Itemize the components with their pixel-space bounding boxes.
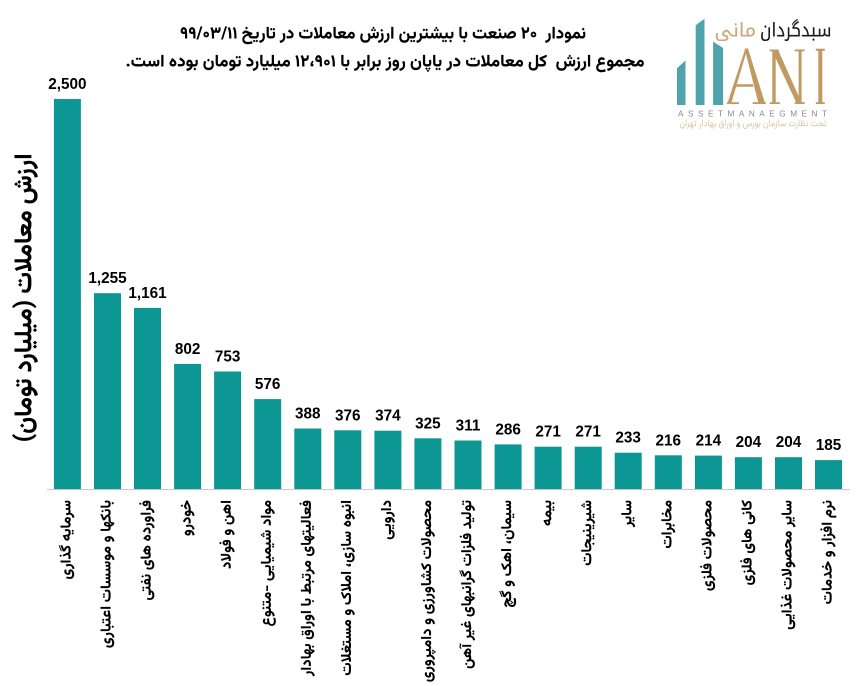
svg-text:325: 325 bbox=[415, 415, 441, 432]
svg-text:388: 388 bbox=[295, 406, 321, 423]
svg-text:233: 233 bbox=[615, 430, 641, 447]
svg-text:271: 271 bbox=[575, 424, 601, 441]
svg-text:216: 216 bbox=[656, 432, 682, 449]
svg-text:185: 185 bbox=[816, 437, 842, 454]
svg-text:271: 271 bbox=[535, 424, 561, 441]
svg-text:576: 576 bbox=[255, 376, 281, 393]
svg-text:802: 802 bbox=[175, 341, 201, 358]
svg-text:204: 204 bbox=[776, 434, 802, 451]
svg-text:1,255: 1,255 bbox=[88, 270, 127, 287]
svg-text:ASSETMANAEGMENT: ASSETMANAEGMENT bbox=[678, 109, 827, 118]
svg-text:311: 311 bbox=[456, 418, 481, 435]
svg-text:214: 214 bbox=[696, 433, 722, 450]
svg-text:753: 753 bbox=[215, 349, 241, 366]
svg-text:286: 286 bbox=[495, 421, 521, 438]
svg-text:1,161: 1,161 bbox=[128, 285, 167, 302]
svg-text:376: 376 bbox=[335, 407, 361, 424]
svg-text:2,500: 2,500 bbox=[48, 76, 86, 93]
svg-text:374: 374 bbox=[375, 408, 401, 425]
svg-text:204: 204 bbox=[736, 434, 762, 451]
